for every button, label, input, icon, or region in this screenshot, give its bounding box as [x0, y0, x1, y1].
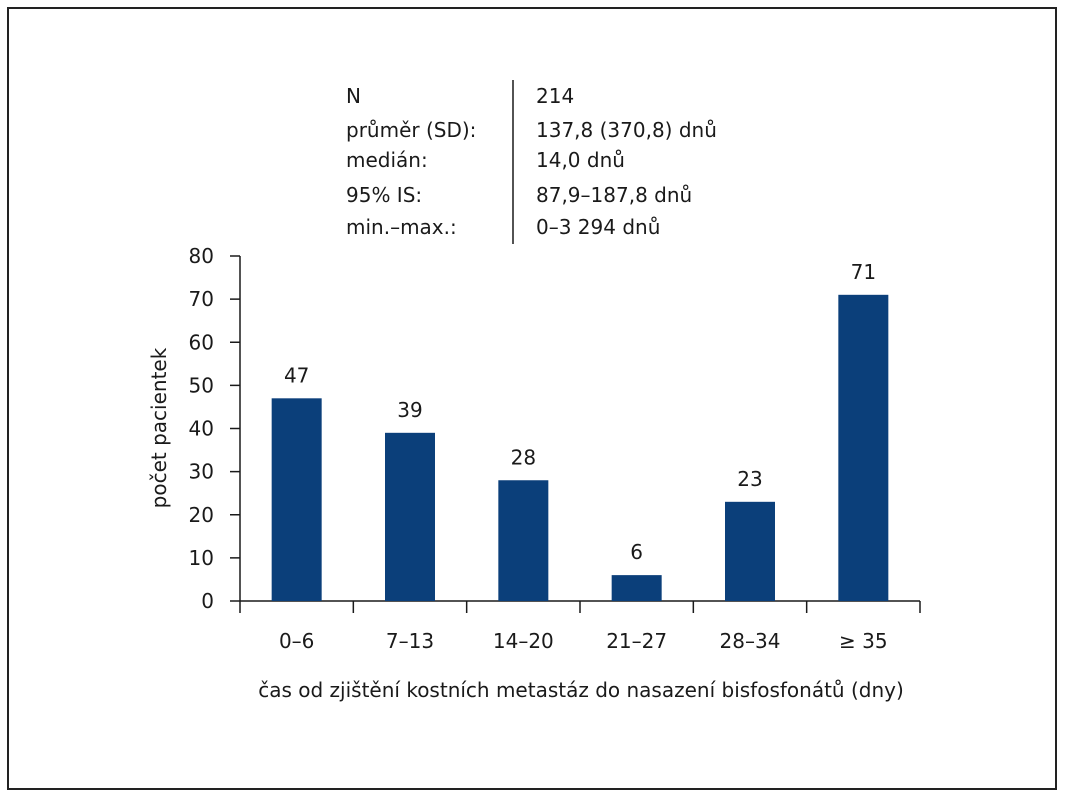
stats-value: 87,9–187,8 dnů — [536, 183, 692, 207]
stats-value: 214 — [536, 84, 574, 108]
stats-label: N — [346, 84, 361, 108]
stats-value: 14,0 dnů — [536, 148, 625, 172]
x-tick-label: 0–6 — [279, 629, 314, 653]
y-tick-label: 40 — [189, 417, 214, 441]
y-tick-label: 0 — [201, 589, 214, 613]
data-label: 39 — [397, 398, 422, 422]
x-tick-label: 21–27 — [606, 629, 667, 653]
x-tick-label: ≥ 35 — [839, 629, 888, 653]
data-label: 47 — [284, 363, 309, 387]
y-tick-label: 30 — [189, 460, 214, 484]
y-tick-label: 80 — [189, 244, 214, 268]
bar — [498, 480, 549, 601]
x-axis-title: čas od zjištění kostních metastáz do nas… — [258, 678, 904, 702]
data-label: 23 — [737, 467, 762, 491]
y-tick-label: 20 — [189, 503, 214, 527]
stats-label: průměr (SD): — [346, 118, 476, 142]
bar — [271, 398, 322, 601]
bars: 47 39 28 6 23 71 — [271, 260, 889, 601]
y-tick-label: 60 — [189, 330, 214, 354]
stats-label: 95% IS: — [346, 183, 422, 207]
bar — [611, 575, 662, 601]
y-tick-label: 50 — [189, 373, 214, 397]
stats-value: 0–3 294 dnů — [536, 215, 660, 239]
x-tick-label: 28–34 — [720, 629, 781, 653]
data-label: 28 — [511, 445, 536, 469]
figure-frame — [7, 7, 1057, 790]
y-tick-label: 10 — [189, 546, 214, 570]
stats-value: 137,8 (370,8) dnů — [536, 118, 717, 142]
bar — [385, 432, 435, 601]
stats-label: medián: — [346, 148, 428, 172]
bar — [838, 294, 889, 601]
y-tick-label: 70 — [189, 287, 214, 311]
x-tick-label: 7–13 — [386, 629, 434, 653]
x-tick-label: 14–20 — [493, 629, 554, 653]
y-axis-title: počet pacientek — [147, 347, 171, 508]
data-label: 71 — [851, 260, 876, 284]
stats-table: N 214 průměr (SD): 137,8 (370,8) dnů medián:… — [346, 84, 717, 239]
stats-label: min.–max.: — [346, 215, 457, 239]
axes: 0 10 20 30 40 50 60 70 80 0–6 7–13 14–20 21–27 28–34 ≥… — [189, 244, 921, 653]
bar — [725, 501, 775, 601]
data-label: 6 — [630, 540, 643, 564]
